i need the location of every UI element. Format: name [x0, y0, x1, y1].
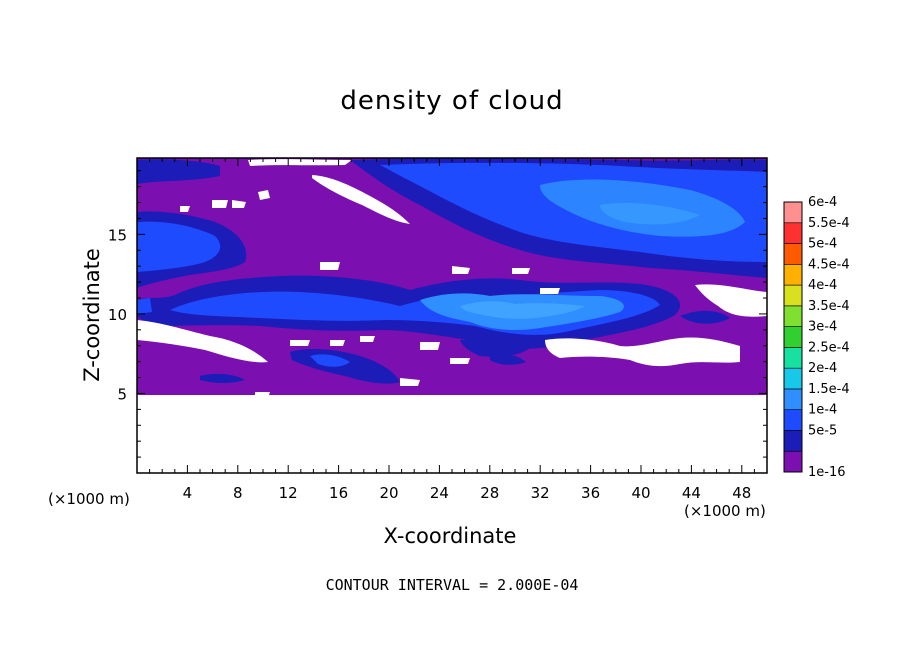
colorbar-swatch	[783, 264, 803, 286]
colorbar-swatch	[783, 326, 803, 348]
colorbar-swatch	[783, 222, 803, 244]
colorbar-swatch	[783, 347, 803, 369]
y-axis-ticks: 5 10 15	[108, 170, 767, 458]
colorbar-swatch	[783, 305, 803, 327]
x-axis-label: X-coordinate	[383, 524, 517, 548]
colorbar-label: 5e-4	[808, 237, 837, 252]
x-tick-label: 48	[732, 484, 751, 502]
colorbar: 1e-16 5e-5 1e-4 1.5e-4 2e-4 2.5e-4 3e-4 3.5e-4 4…	[783, 195, 850, 480]
colorbar-swatch	[783, 243, 803, 265]
x-tick-label: 24	[430, 484, 449, 502]
x-axis-ticks: 4 8 12 16 20 24 28 32 36 40 44 48	[149, 158, 755, 502]
upper-left-cloud	[137, 159, 247, 288]
x-tick-label: 20	[379, 484, 398, 502]
colorbar-label: 2e-4	[808, 361, 837, 376]
colorbar-label: 1.5e-4	[808, 382, 850, 397]
x-tick-label: 44	[682, 484, 701, 502]
y-tick-label: 15	[108, 226, 127, 244]
x-tick-label: 16	[329, 484, 348, 502]
colorbar-label: 2.5e-4	[808, 340, 850, 355]
colorbar-label: 6e-4	[808, 195, 837, 210]
colorbar-swatch	[783, 430, 803, 452]
cloud-density-field	[137, 158, 767, 398]
colorbar-swatch	[783, 284, 803, 307]
colorbar-label: 5e-5	[808, 423, 837, 438]
contour-interval-note: CONTOUR INTERVAL = 2.000E-04	[325, 576, 579, 594]
colorbar-label: 1e-4	[808, 403, 837, 418]
colorbar-swatch	[783, 201, 803, 224]
x-tick-label: 36	[581, 484, 600, 502]
colorbar-swatch	[783, 450, 803, 473]
x-unit-label-right: (×1000 m)	[684, 502, 766, 520]
x-tick-label: 28	[480, 484, 499, 502]
x-tick-label: 8	[233, 484, 243, 502]
colorbar-frame	[783, 201, 803, 473]
colorbar-label: 1e-16	[808, 465, 846, 480]
lower-cloud-patches	[200, 349, 526, 384]
colorbar-label: 4.5e-4	[808, 257, 850, 272]
colorbar-label: 3.5e-4	[808, 299, 850, 314]
chart-title: density of cloud	[340, 86, 564, 116]
x-tick-label: 12	[279, 484, 298, 502]
colorbar-label: 3e-4	[808, 320, 837, 335]
colorbar-swatch	[783, 367, 803, 390]
colorbar-swatch	[783, 388, 803, 410]
x-tick-label: 32	[531, 484, 550, 502]
y-tick-label: 5	[117, 385, 127, 403]
upper-cloud-band	[350, 158, 767, 278]
y-tick-label: 10	[108, 306, 127, 324]
colorbar-label: 4e-4	[808, 278, 837, 293]
clear-air-patches	[137, 159, 767, 398]
x-tick-label: 4	[183, 484, 193, 502]
x-tick-label: 40	[631, 484, 650, 502]
colorbar-label: 5.5e-4	[808, 216, 850, 231]
x-unit-label-left: (×1000 m)	[48, 490, 130, 508]
colorbar-swatch	[783, 409, 803, 431]
